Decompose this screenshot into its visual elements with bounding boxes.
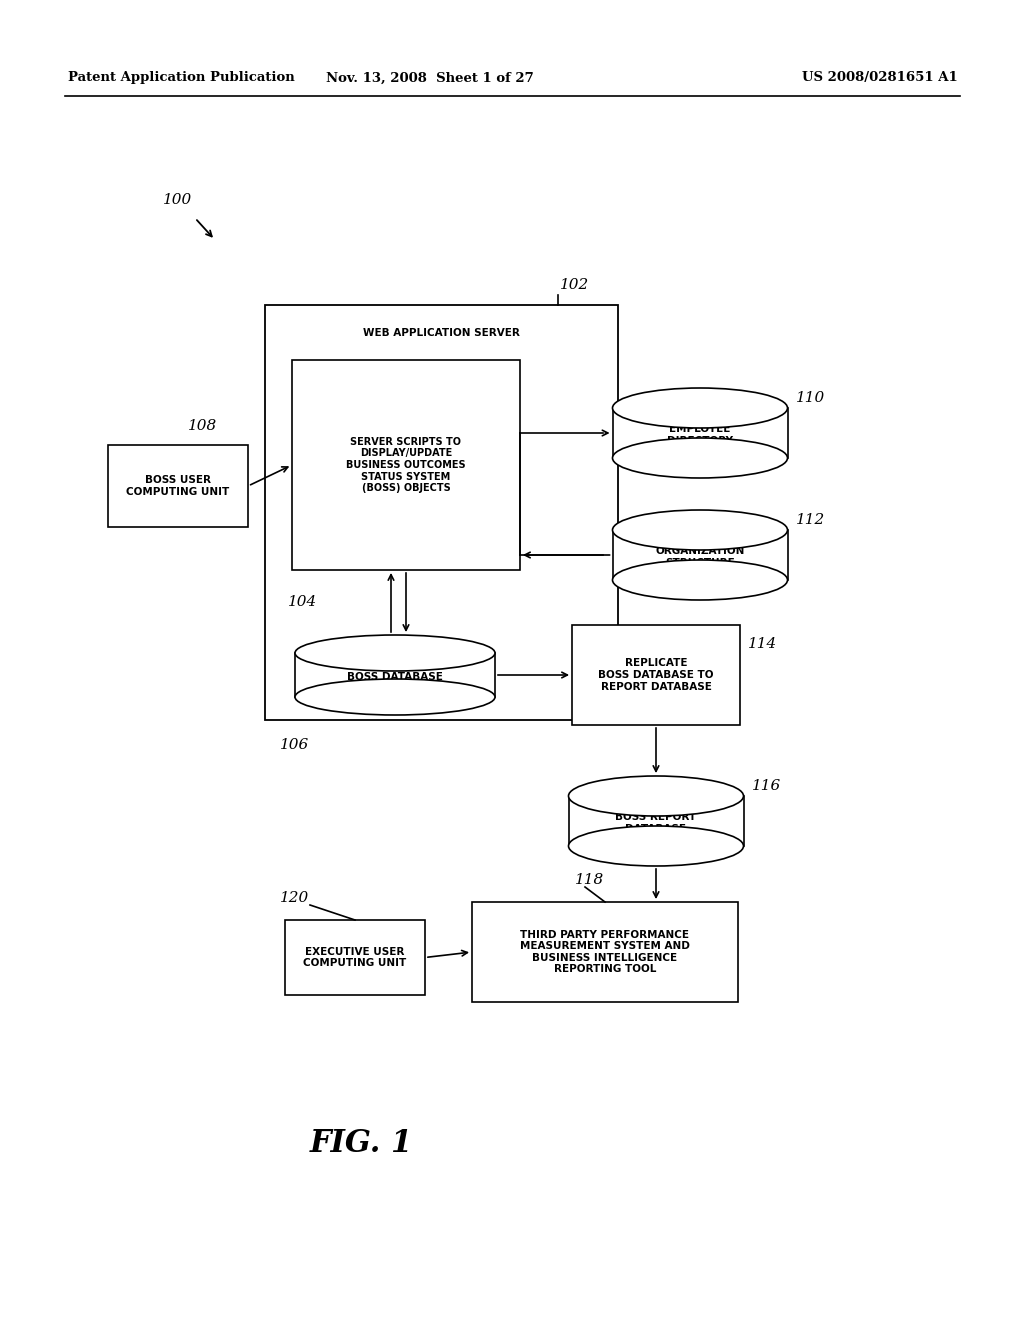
Text: 110: 110 [796,391,824,405]
Text: EXECUTIVE USER
COMPUTING UNIT: EXECUTIVE USER COMPUTING UNIT [303,946,407,969]
Text: 114: 114 [748,638,777,651]
Ellipse shape [568,826,743,866]
Bar [472,902,738,1002]
Text: WEB APPLICATION SERVER: WEB APPLICATION SERVER [364,327,520,338]
Bar [292,360,520,570]
Bar [612,408,787,458]
Ellipse shape [612,560,787,601]
Text: BOSS REPORT
DATABASE: BOSS REPORT DATABASE [615,812,696,834]
Text: US 2008/0281651 A1: US 2008/0281651 A1 [802,71,958,84]
Text: EMPLOYEE
DIRECTORY: EMPLOYEE DIRECTORY [667,424,733,446]
Bar [108,445,248,527]
Text: 120: 120 [280,891,309,906]
Bar [295,653,495,697]
Ellipse shape [612,510,787,550]
Ellipse shape [295,678,495,715]
Text: SERVER SCRIPTS TO
DISPLAY/UPDATE
BUSINESS OUTCOMES
STATUS SYSTEM
(BOSS) OBJECTS: SERVER SCRIPTS TO DISPLAY/UPDATE BUSINES… [346,437,466,494]
Bar [285,920,425,995]
Text: Nov. 13, 2008  Sheet 1 of 27: Nov. 13, 2008 Sheet 1 of 27 [326,71,534,84]
Bar [265,305,618,719]
Text: BOSS DATABASE: BOSS DATABASE [347,672,443,682]
Ellipse shape [568,776,743,816]
Text: ORGANIZATION
STRUCTURE: ORGANIZATION STRUCTURE [655,546,744,568]
Ellipse shape [612,438,787,478]
Bar [568,796,743,846]
Text: 106: 106 [280,738,309,752]
Ellipse shape [612,388,787,428]
Text: BOSS USER
COMPUTING UNIT: BOSS USER COMPUTING UNIT [126,475,229,496]
Text: FIG. 1: FIG. 1 [310,1127,414,1159]
Text: 116: 116 [752,779,780,793]
Text: 104: 104 [288,595,317,609]
Text: 102: 102 [560,279,589,292]
Ellipse shape [295,635,495,671]
Text: 112: 112 [796,513,824,527]
Text: 100: 100 [163,193,193,207]
Text: 118: 118 [575,873,604,887]
Text: THIRD PARTY PERFORMANCE
MEASUREMENT SYSTEM AND
BUSINESS INTELLIGENCE
REPORTING T: THIRD PARTY PERFORMANCE MEASUREMENT SYST… [520,929,690,974]
Bar [612,531,787,579]
Text: 108: 108 [188,418,217,433]
Text: Patent Application Publication: Patent Application Publication [68,71,295,84]
Bar [572,624,740,725]
Text: REPLICATE
BOSS DATABASE TO
REPORT DATABASE: REPLICATE BOSS DATABASE TO REPORT DATABA… [598,659,714,692]
